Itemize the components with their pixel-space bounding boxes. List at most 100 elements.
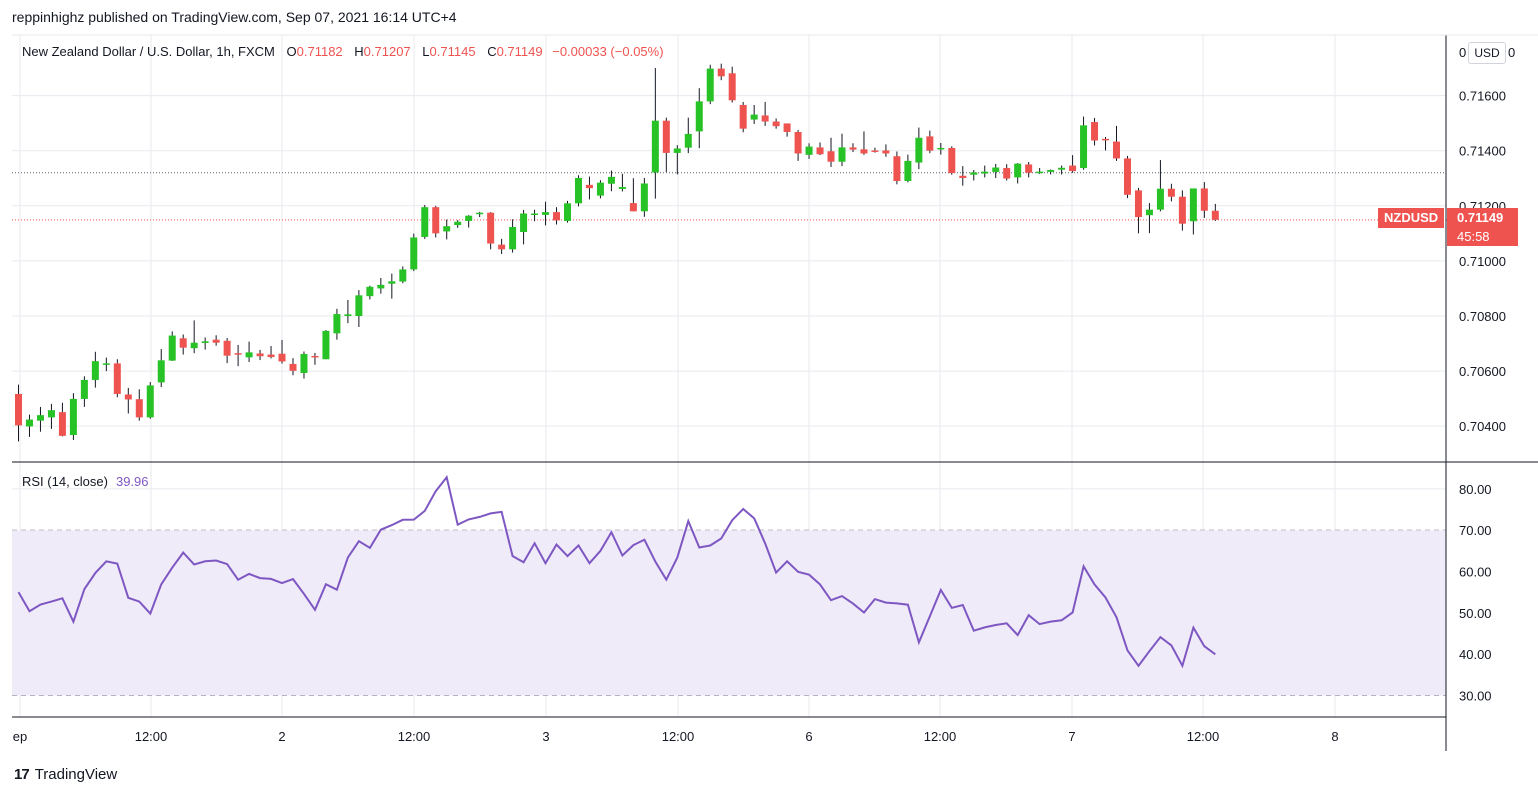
candle-down: [761, 115, 769, 122]
change-value: −0.00033 (−0.05%): [552, 44, 664, 59]
candle-down: [278, 353, 286, 362]
rsi-value: 39.96: [115, 474, 149, 489]
candle-down: [860, 149, 868, 154]
candle-up: [146, 385, 154, 418]
candle-up: [1080, 125, 1088, 169]
rsi-band-fill: [12, 530, 1446, 696]
candle-down: [1167, 188, 1175, 197]
open-label: O: [286, 44, 297, 59]
rsi-tick-label: 30.00: [1459, 689, 1492, 704]
candle-up: [684, 133, 692, 148]
candle-up: [520, 213, 528, 232]
tradingview-logo[interactable]: 17 TradingView: [14, 766, 117, 783]
price-tick-label: 0.70800: [1459, 309, 1506, 324]
candle-down: [1025, 164, 1033, 173]
candle-up: [542, 212, 550, 215]
candle-down: [893, 156, 901, 182]
candle-up: [69, 398, 77, 436]
candle-down: [739, 104, 747, 129]
rsi-legend[interactable]: RSI (14, close) 39.96: [22, 474, 149, 489]
tradingview-logo-text: TradingView: [34, 766, 118, 783]
candle-down: [256, 353, 264, 357]
x-tick-label: 12:00: [662, 729, 695, 744]
rsi-tick-label: 50.00: [1459, 606, 1492, 621]
candle-up: [1047, 169, 1055, 172]
candle-down: [1134, 190, 1142, 218]
candle-down: [1200, 188, 1208, 211]
high-label: H: [354, 44, 364, 59]
candle-up: [102, 363, 110, 365]
candle-down: [58, 412, 66, 436]
candle-up: [410, 237, 418, 270]
candle-up: [531, 213, 539, 216]
candle-down: [432, 207, 440, 234]
candle-up: [564, 203, 571, 221]
candle-down: [289, 363, 297, 371]
candle-down: [1003, 168, 1011, 179]
candle-down: [794, 131, 802, 154]
price-tick-label: 0.70400: [1459, 419, 1506, 434]
candle-up: [1156, 188, 1164, 210]
candle-up: [1036, 171, 1044, 174]
candle-down: [1123, 158, 1131, 195]
candle-down: [926, 136, 934, 151]
candle-down: [267, 354, 275, 358]
candle-down: [135, 399, 143, 418]
rsi-tick-label: 80.00: [1459, 482, 1492, 497]
candle-up: [509, 227, 517, 250]
candle-up: [443, 226, 451, 232]
x-tick-label: 6: [805, 729, 812, 744]
candle-up: [915, 137, 923, 163]
currency-selector[interactable]: USD: [1468, 42, 1506, 64]
close-label: C: [487, 44, 497, 59]
candle-up: [640, 183, 648, 212]
candle-up: [937, 147, 945, 150]
candle-up: [388, 281, 396, 284]
candle-down: [1102, 138, 1110, 141]
candle-up: [454, 221, 462, 226]
tradingview-logo-icon: 17: [14, 766, 30, 783]
candle-up: [706, 68, 714, 102]
candle-down: [871, 150, 879, 152]
rsi-tick-label: 40.00: [1459, 647, 1492, 662]
candle-up: [201, 341, 209, 343]
rsi-line: [17, 475, 1216, 669]
candle-up: [47, 410, 55, 418]
candle-up: [91, 361, 99, 380]
price-tick-label: 0: [1508, 45, 1515, 60]
candle-up: [1014, 163, 1022, 178]
candle-down: [311, 355, 319, 358]
x-tick-label: ep: [13, 729, 27, 744]
price-tick-label: 0.70600: [1459, 364, 1506, 379]
x-tick-label: 12:00: [924, 729, 957, 744]
price-tick-label: 0: [1459, 45, 1466, 60]
candle-up: [157, 360, 165, 383]
x-tick-label: 3: [542, 729, 549, 744]
bar-countdown: 45:58: [1457, 229, 1490, 244]
symbol-name: New Zealand Dollar / U.S. Dollar, 1h, FX…: [22, 44, 275, 59]
symbol-price-tag: NZDUSD: [1378, 208, 1445, 228]
candle-down: [553, 212, 561, 221]
candle-down: [882, 150, 890, 154]
candle-down: [1211, 210, 1219, 220]
candle-down: [827, 151, 835, 162]
candle-up: [421, 207, 429, 237]
candle-up: [465, 215, 473, 221]
candle-down: [849, 147, 857, 150]
candle-down: [234, 353, 242, 355]
x-tick-label: 7: [1068, 729, 1075, 744]
candle-up: [618, 187, 626, 189]
candle-up: [805, 146, 813, 155]
rsi-tick-label: 60.00: [1459, 565, 1492, 580]
candle-down: [15, 393, 22, 426]
level-lines: [12, 172, 1447, 221]
symbol-legend[interactable]: New Zealand Dollar / U.S. Dollar, 1h, FX…: [22, 44, 664, 59]
candle-down: [223, 340, 231, 356]
candle-up: [25, 419, 33, 427]
rsi-band: [12, 530, 1446, 696]
candle-up: [695, 101, 703, 132]
candle-up: [366, 286, 374, 297]
candle-down: [487, 212, 495, 244]
high-value: 0.71207: [363, 44, 411, 59]
